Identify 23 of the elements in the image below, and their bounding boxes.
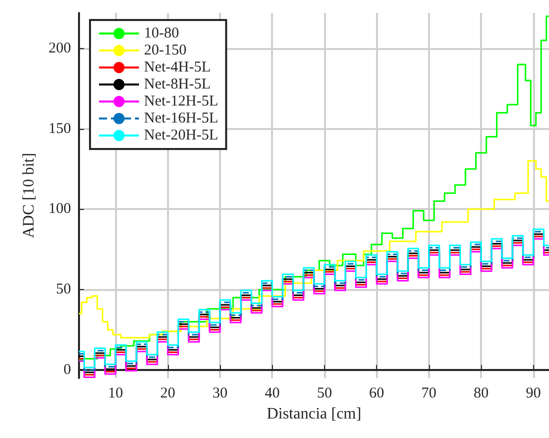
y-tick-label: 200 [48, 40, 71, 56]
y-tick-label: 100 [48, 201, 71, 218]
legend-label: Net-8H-5L [144, 76, 211, 92]
legend-label: Net-16H-5L [144, 110, 218, 126]
x-tick-label: 30 [212, 386, 228, 402]
x-tick-label: 20 [160, 386, 176, 402]
x-tick-label: 80 [474, 386, 489, 402]
legend-label: Net-4H-5L [144, 60, 211, 76]
legend-label: Net-20H-5L [144, 128, 218, 144]
x-tick-label: 70 [421, 386, 436, 402]
x-axis-title: Distancia [cm] [266, 406, 362, 422]
x-tick-label: 40 [264, 386, 280, 402]
y-tick-label: 50 [56, 282, 71, 298]
y-axis-title: ADC [10 bit] [20, 152, 38, 238]
y-tick-label: 150 [48, 120, 71, 137]
x-tick-label: 50 [316, 386, 332, 402]
legend-label: 10-80 [144, 26, 179, 42]
x-tick-label: 90 [526, 386, 541, 402]
y-tick-label: 0 [64, 362, 71, 378]
legend-label: Net-12H-5L [144, 94, 218, 110]
x-tick-label: 10 [108, 386, 124, 402]
x-tick-label: 60 [369, 386, 384, 402]
legend-label: 20-150 [144, 42, 186, 58]
